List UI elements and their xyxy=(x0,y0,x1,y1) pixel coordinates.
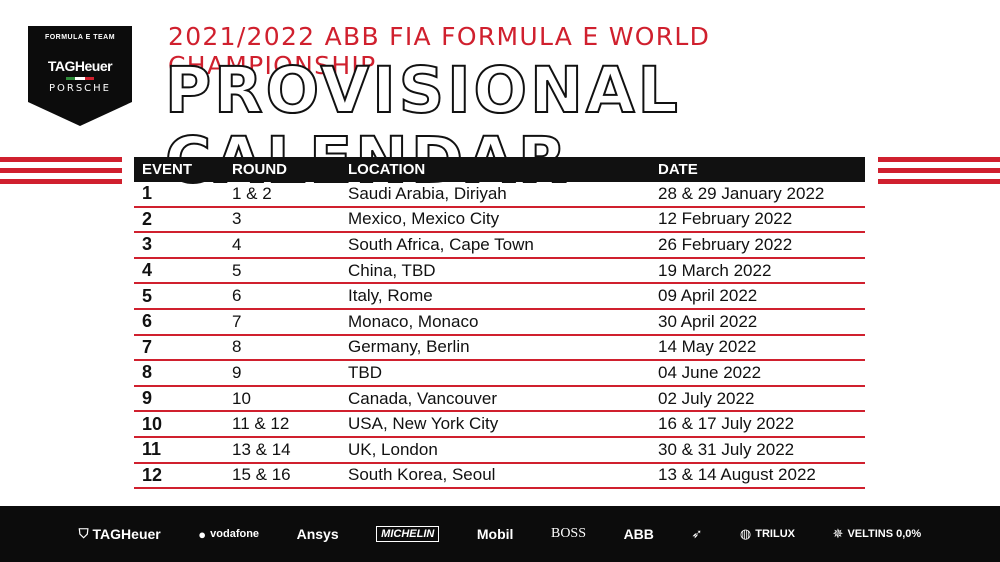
table-row: 5 6 Italy, Rome 09 April 2022 xyxy=(134,284,865,310)
championship-subtitle: 2021/2022 ABB FIA FORMULA E WORLD CHAMPI… xyxy=(168,22,711,80)
sponsor-logo-puma: ➶ xyxy=(691,526,702,542)
event-cell: 6 xyxy=(142,311,153,332)
column-header-location: LOCATION xyxy=(348,161,426,178)
date-cell: 30 April 2022 xyxy=(658,311,758,331)
date-cell: 02 July 2022 xyxy=(658,388,755,408)
location-cell: Germany, Berlin xyxy=(348,337,470,357)
table-row: 12 15 & 16 South Korea, Seoul 13 & 14 Augus… xyxy=(134,464,865,490)
round-cell: 1 & 2 xyxy=(232,183,272,203)
event-cell: 7 xyxy=(142,336,153,357)
location-cell: Mexico, Mexico City xyxy=(348,209,500,229)
table-body: 1 1 & 2 Saudi Arabia, Diriyah 28 & 29 Janua… xyxy=(134,182,865,490)
date-cell: 04 June 2022 xyxy=(658,362,762,382)
location-cell: Saudi Arabia, Diriyah xyxy=(348,183,507,203)
table-row: 4 5 China, TBD 19 March 2022 xyxy=(134,259,865,285)
round-cell: 8 xyxy=(232,337,242,357)
calendar-table: EVENT ROUND LOCATION DATE 1 1 & 2 Saudi Ar… xyxy=(134,157,865,490)
table-row: 1 1 & 2 Saudi Arabia, Diriyah 28 & 29 Janua… xyxy=(134,182,865,208)
date-cell: 09 April 2022 xyxy=(658,286,758,306)
round-cell: 6 xyxy=(232,286,242,306)
table-row: 9 10 Canada, Vancouver 02 July 2022 xyxy=(134,387,865,413)
date-cell: 16 & 17 July 2022 xyxy=(658,414,795,434)
badge-flag-stripe xyxy=(66,77,94,80)
round-cell: 4 xyxy=(232,234,242,254)
round-cell: 5 xyxy=(232,260,242,280)
sponsor-footer: ⛉ TAGHeuer ● vodafone Ansys MICHELIN Mobil… xyxy=(0,506,1000,562)
table-row: 11 13 & 14 UK, London 30 & 31 July 2022 xyxy=(134,438,865,464)
round-cell: 10 xyxy=(232,388,251,408)
location-cell: Canada, Vancouver xyxy=(348,388,498,408)
date-cell: 12 February 2022 xyxy=(658,209,793,229)
table-row: 3 4 South Africa, Cape Town 26 February 202… xyxy=(134,233,865,259)
date-cell: 14 May 2022 xyxy=(658,337,757,357)
sponsor-logo-veltins: ✵ VELTINS 0,0% xyxy=(832,526,922,541)
sponsor-logo-boss: BOSS xyxy=(550,526,587,541)
trilux-globe-icon: ◍ xyxy=(739,526,752,541)
sponsor-logo-abb: ABB xyxy=(623,526,654,542)
sponsor-logo-tagheuer: ⛉ TAGHeuer xyxy=(78,526,161,542)
table-row: 7 8 Germany, Berlin 14 May 2022 xyxy=(134,336,865,362)
round-cell: 7 xyxy=(232,311,242,331)
round-cell: 13 & 14 xyxy=(232,439,291,459)
event-cell: 10 xyxy=(142,413,163,434)
badge-team-label: FORMULA E TEAM xyxy=(44,34,116,41)
column-header-event: EVENT xyxy=(142,161,193,178)
right-decorative-stripes xyxy=(878,157,1000,190)
tag-shield-icon: ⛉ xyxy=(78,526,89,541)
event-cell: 3 xyxy=(142,234,153,255)
sponsor-logo-vodafone: ● vodafone xyxy=(198,526,260,542)
sponsor-logo-mobil: Mobil xyxy=(476,526,514,542)
location-cell: South Korea, Seoul xyxy=(348,465,496,485)
sponsor-logo-trilux: ◍ TRILUX xyxy=(739,526,795,541)
round-cell: 11 & 12 xyxy=(232,414,290,434)
location-cell: USA, New York City xyxy=(348,414,499,434)
event-cell: 9 xyxy=(142,388,153,409)
table-header-row: EVENT ROUND LOCATION DATE xyxy=(134,157,865,182)
veltins-crest-icon: ✵ xyxy=(832,526,844,541)
date-cell: 13 & 14 August 2022 xyxy=(658,465,816,485)
round-cell: 9 xyxy=(232,362,242,382)
table-row: 6 7 Monaco, Monaco 30 April 2022 xyxy=(134,310,865,336)
table-row: 10 11 & 12 USA, New York City 16 & 17 July … xyxy=(134,412,865,438)
column-header-date: DATE xyxy=(658,161,698,178)
location-cell: UK, London xyxy=(348,439,438,459)
event-cell: 2 xyxy=(142,208,153,229)
location-cell: Monaco, Monaco xyxy=(348,311,479,331)
round-cell: 15 & 16 xyxy=(232,465,291,485)
event-cell: 12 xyxy=(142,464,163,485)
location-cell: China, TBD xyxy=(348,260,436,280)
vodafone-speechmark-icon: ● xyxy=(198,526,207,542)
column-header-round: ROUND xyxy=(232,161,287,178)
page-title: PROVISIONAL CALENDAR xyxy=(164,54,681,197)
date-cell: 28 & 29 January 2022 xyxy=(658,183,825,203)
event-cell: 8 xyxy=(142,362,153,383)
left-decorative-stripes xyxy=(0,157,122,190)
location-cell: TBD xyxy=(348,362,382,382)
sponsor-logo-michelin: MICHELIN xyxy=(376,526,440,542)
event-cell: 4 xyxy=(142,260,153,281)
date-cell: 26 February 2022 xyxy=(658,234,793,254)
event-cell: 5 xyxy=(142,285,153,306)
badge-partner-label: PORSCHE xyxy=(48,83,112,94)
location-cell: Italy, Rome xyxy=(348,286,433,306)
team-badge-logo: FORMULA E TEAM TAGHeuer PORSCHE xyxy=(28,26,132,128)
event-cell: 11 xyxy=(142,439,162,460)
table-row: 2 3 Mexico, Mexico City 12 February 2022 xyxy=(134,208,865,234)
date-cell: 19 March 2022 xyxy=(658,260,772,280)
event-cell: 1 xyxy=(142,183,153,204)
puma-cat-icon: ➶ xyxy=(691,526,703,541)
badge-brand-label: TAGHeuer xyxy=(47,58,113,74)
table-row: 8 9 TBD 04 June 2022 xyxy=(134,361,865,387)
date-cell: 30 & 31 July 2022 xyxy=(658,439,795,459)
sponsor-logo-ansys: Ansys xyxy=(296,526,339,542)
round-cell: 3 xyxy=(232,209,242,229)
location-cell: South Africa, Cape Town xyxy=(348,234,534,254)
